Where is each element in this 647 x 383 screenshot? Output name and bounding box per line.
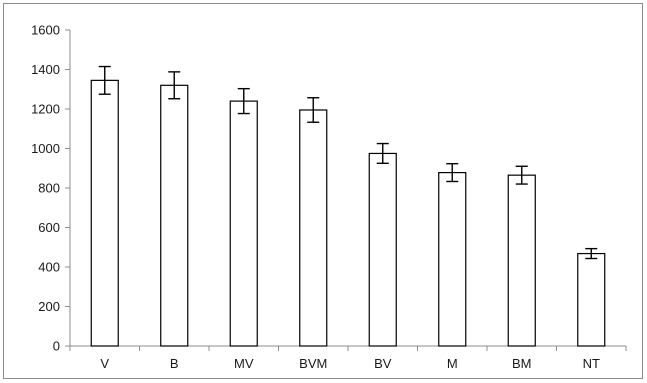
x-axis: V B MV BVM BV M BM NT [69, 345, 627, 371]
y-tick-label: 1400 [31, 62, 60, 77]
y-tick-label: 0 [53, 339, 60, 354]
y-tick-label: 1600 [31, 23, 60, 38]
error-bar-v [98, 65, 111, 95]
x-tick-label: NT [583, 356, 600, 371]
bar-bm [507, 174, 536, 347]
x-tick-label: V [100, 356, 109, 371]
x-tick-label: B [170, 356, 179, 371]
y-tick-label: 400 [38, 260, 60, 275]
y-tick-label: 1200 [31, 102, 60, 117]
bar-nt [577, 252, 606, 347]
error-bar-nt [585, 247, 598, 260]
bar-bv [368, 152, 397, 347]
error-bar-mv [237, 87, 250, 115]
error-bar-m [446, 163, 459, 183]
bar-v [90, 79, 119, 347]
x-tick-label: BVM [299, 356, 327, 371]
y-tick-label: 600 [38, 220, 60, 235]
y-tick-label: 200 [38, 299, 60, 314]
x-tick-label: M [447, 356, 458, 371]
error-bar-bvm [307, 97, 320, 123]
bar-b [160, 84, 189, 347]
x-tick-label: BV [374, 356, 392, 371]
x-tick-label: MV [234, 356, 254, 371]
error-bar-b [168, 71, 181, 100]
y-tick-label: 1000 [31, 141, 60, 156]
error-bar-bv [376, 142, 389, 165]
bar-mv [229, 100, 258, 347]
error-bar-bm [515, 165, 528, 185]
y-tick-label: 800 [38, 181, 60, 196]
bar-bvm [299, 109, 328, 347]
bar-m [438, 171, 467, 347]
y-axis: 0 200 400 600 800 1000 1200 1400 1600 [31, 23, 71, 354]
error-bars [98, 65, 598, 260]
x-tick-label: BM [512, 356, 532, 371]
bars [90, 79, 606, 347]
